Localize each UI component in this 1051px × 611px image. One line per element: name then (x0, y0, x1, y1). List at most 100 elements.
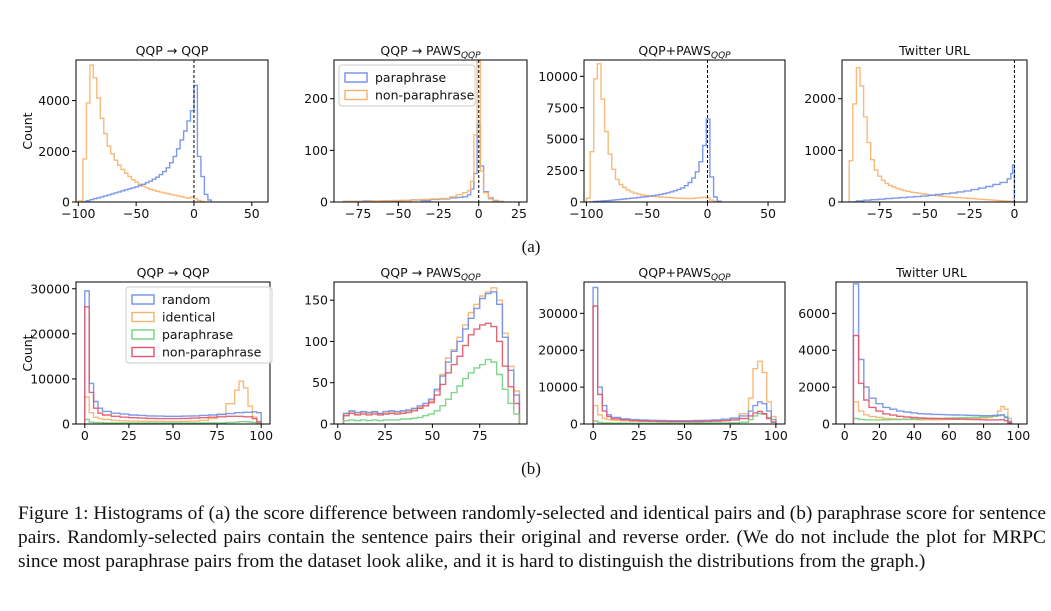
y-tick-label: 0 (570, 195, 578, 210)
chart-b-3: 0 20 40 60 80 100 0 2000 4000 6000 Twitter URL (798, 265, 1030, 443)
x-tick-label: −25 (956, 206, 982, 221)
legend-swatch (131, 346, 155, 358)
y-tick-label: 20000 (30, 326, 70, 341)
y-tick-label: 7500 (546, 100, 578, 115)
x-tick-label: 20 (871, 428, 887, 443)
series-non-paraphrase (77, 64, 206, 202)
y-axis-label: Count (20, 112, 35, 149)
y-tick-label: 0 (320, 195, 328, 210)
series-non-paraphrase_b (342, 322, 521, 424)
y-tick-label: 200 (304, 91, 328, 106)
x-tick-label: 25 (511, 206, 527, 221)
legend-label: non-paraphrase (375, 88, 475, 103)
figure-caption: Figure 1: Histograms of (a) the score di… (18, 503, 1046, 572)
series-identical (342, 287, 521, 424)
legend-label: identical (162, 310, 215, 325)
chart-a-0: −100 −50 0 50 0 2000 4000 QQP → QQP Count (20, 43, 269, 221)
chart-title: Twitter URL (898, 43, 970, 58)
x-tick-label: −100 (569, 206, 603, 221)
series-paraphrase_b (342, 358, 521, 424)
chart-title: QQP → QQP (137, 265, 210, 280)
x-tick-label: 0 (475, 206, 483, 221)
x-tick-label: 50 (760, 206, 776, 221)
y-tick-label: 5000 (546, 132, 578, 147)
y-tick-label: 0 (62, 417, 70, 432)
x-tick-label: 0 (334, 428, 342, 443)
x-tick-label: 25 (377, 428, 393, 443)
y-axis-label: Count (20, 334, 35, 371)
chart-title: QQP+PAWSQQP (638, 43, 731, 61)
legend (125, 286, 273, 364)
x-tick-label: −50 (385, 206, 411, 221)
y-tick-label: 4000 (798, 343, 830, 358)
chart-a-1: −75 −50 −25 0 25 0 100 200 QQP → PAWSQQP paraphra… (304, 43, 528, 221)
x-tick-label: 75 (472, 428, 488, 443)
plot-frame (583, 281, 786, 425)
legend-swatch (131, 311, 155, 323)
sublabel-b: (b) (521, 459, 541, 478)
y-tick-label: 10000 (538, 380, 578, 395)
x-tick-label: 100 (764, 428, 788, 443)
x-tick-label: 80 (976, 428, 992, 443)
y-tick-label: 2500 (546, 163, 578, 178)
x-tick-label: 40 (906, 428, 922, 443)
y-tick-label: 0 (828, 195, 836, 210)
x-tick-label: −75 (345, 206, 371, 221)
x-tick-label: 50 (244, 206, 260, 221)
series-random (84, 290, 262, 424)
chart-b-1: 0 25 50 75 0 50 100 150 QQP → PAWSQQP (304, 265, 528, 443)
chart-a-2: −100 −50 0 50 0 2500 5000 7500 10000 QQP+PAWSQQP (538, 43, 786, 221)
x-tick-label: 75 (722, 428, 738, 443)
series-paraphrase (849, 164, 1016, 202)
chart-a-3: −75 −50 −25 0 0 1000 2000 Twitter URL (804, 43, 1028, 221)
sublabel-a: (a) (522, 237, 541, 256)
x-tick-label: 0 (589, 428, 597, 443)
chart-b-2: 0 25 50 75 100 0 10000 20000 30000 QQP+PAWSQQP (538, 265, 788, 443)
y-tick-label: 10000 (30, 371, 70, 386)
y-tick-label: 6000 (798, 306, 830, 321)
chart-title: QQP → QQP (136, 43, 209, 58)
series-random (342, 291, 521, 424)
series-non-paraphrase_b (852, 334, 1013, 424)
x-tick-label: 50 (677, 428, 693, 443)
x-tick-label: −100 (61, 206, 95, 221)
legend-swatch (344, 72, 368, 83)
y-tick-label: 100 (304, 143, 328, 158)
chart-title: QQP → PAWSQQP (380, 43, 481, 61)
y-tick-label: 1000 (804, 143, 836, 158)
x-tick-label: −50 (911, 206, 937, 221)
series-identical (852, 401, 1013, 424)
series-paraphrase (82, 84, 212, 202)
x-tick-label: −50 (123, 206, 149, 221)
x-tick-label: 75 (209, 428, 225, 443)
y-tick-label: 20000 (538, 343, 578, 358)
x-tick-label: 0 (190, 206, 198, 221)
series-paraphrase_b (84, 418, 262, 424)
y-tick-label: 0 (62, 195, 70, 210)
legend-label: paraphrase (375, 70, 447, 85)
x-tick-label: 0 (81, 428, 89, 443)
x-tick-label: 25 (631, 428, 647, 443)
y-tick-label: 0 (320, 417, 328, 432)
chart-title: QQP → PAWSQQP (380, 265, 481, 283)
legend-label: non-paraphrase (162, 345, 262, 360)
plot-frame (75, 59, 269, 203)
series-non-paraphrase_b (592, 305, 777, 424)
x-tick-label: 0 (704, 206, 712, 221)
legend (338, 64, 476, 107)
x-tick-label: 100 (1006, 428, 1030, 443)
series-random (852, 283, 1013, 424)
x-tick-label: −25 (425, 206, 451, 221)
chart-title: QQP+PAWSQQP (638, 265, 731, 283)
x-tick-label: 50 (165, 428, 181, 443)
series-random (592, 286, 777, 424)
legend-swatch (131, 329, 155, 340)
y-tick-label: 100 (304, 334, 328, 349)
plot-frame (835, 281, 1028, 425)
y-tick-label: 50 (312, 375, 328, 390)
legend-swatch (344, 89, 368, 101)
plot-frame (583, 59, 786, 203)
plot-frame (841, 59, 1028, 203)
plot-frame (333, 59, 528, 203)
